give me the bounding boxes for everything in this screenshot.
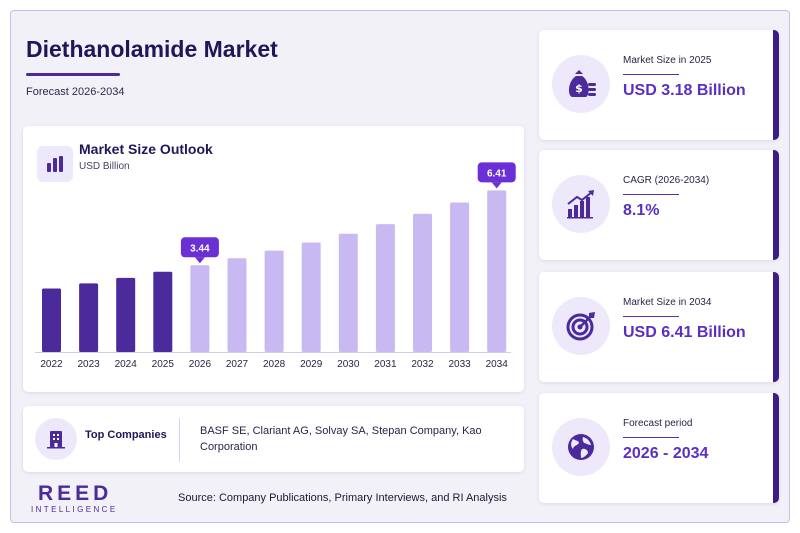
stat-card-cagr: CAGR (2026-2034) 8.1% (539, 150, 779, 260)
building-icon (35, 418, 77, 460)
page-subtitle: Forecast 2026-2034 (26, 86, 125, 98)
x-tick-label: 2023 (77, 359, 100, 370)
chart-title: Market Size Outlook (79, 141, 213, 157)
money-bag-icon: $ (552, 55, 610, 113)
bar-2030 (338, 233, 358, 352)
x-tick-label: 2034 (486, 359, 509, 370)
target-icon (552, 297, 610, 355)
globe-icon (552, 418, 610, 476)
svg-text:3.44: 3.44 (190, 243, 210, 254)
data-label-2026: 3.44 (180, 237, 219, 264)
source-note: Source: Company Publications, Primary In… (178, 492, 507, 504)
divider (179, 418, 180, 462)
stat-value: 8.1% (623, 202, 660, 219)
growth-chart-icon (552, 175, 610, 233)
chart-unit: USD Billion (79, 161, 130, 172)
stat-card-forecast-period: Forecast period 2026 - 2034 (539, 393, 779, 503)
svg-text:6.41: 6.41 (487, 168, 507, 179)
stat-divider (623, 437, 679, 438)
stat-label: Market Size in 2025 (623, 55, 712, 66)
svg-text:$: $ (575, 82, 583, 95)
stat-divider (623, 194, 679, 195)
x-tick-label: 2026 (189, 359, 212, 370)
stat-value: USD 6.41 Billion (623, 324, 746, 341)
bar-chart-icon (37, 146, 73, 182)
x-tick-label: 2032 (411, 359, 434, 370)
stat-label: Market Size in 2034 (623, 297, 712, 308)
stat-divider (623, 316, 679, 317)
stat-value: USD 3.18 Billion (623, 82, 746, 99)
data-label-2034: 6.41 (477, 162, 516, 189)
stat-label: Forecast period (623, 418, 693, 429)
bar-2026 (190, 265, 210, 352)
top-companies-label: Top Companies (85, 429, 167, 441)
title-underline (26, 73, 120, 76)
top-companies-card: Top Companies BASF SE, Clariant AG, Solv… (23, 406, 524, 472)
bar-2031 (375, 224, 395, 352)
bar-2033 (450, 202, 470, 352)
stat-value: 2026 - 2034 (623, 445, 709, 462)
x-tick-label: 2031 (374, 359, 397, 370)
bar-2023 (79, 283, 99, 352)
x-tick-label: 2029 (300, 359, 323, 370)
bar-2032 (413, 213, 432, 352)
x-tick-label: 2033 (448, 359, 471, 370)
bar-chart: 2022 2023 2024 2025 2026 2027 2028 2029 2030 2031… (35, 162, 516, 370)
bar-2028 (264, 250, 284, 352)
bar-2024 (116, 277, 136, 352)
bar-2025 (153, 271, 173, 352)
top-companies-list: BASF SE, Clariant AG, Solvay SA, Stepan … (200, 425, 482, 453)
bar-2027 (227, 258, 247, 352)
x-tick-label: 2030 (337, 359, 360, 370)
x-tick-label: 2025 (152, 359, 175, 370)
bar-2034 (487, 190, 507, 352)
stat-card-market-size-2034: Market Size in 2034 USD 6.41 Billion (539, 272, 779, 382)
page-title: Diethanolamide Market (26, 36, 278, 62)
x-tick-label: 2022 (40, 359, 63, 370)
bar-2022 (42, 288, 61, 352)
logo-tagline: INTELLIGENCE (31, 505, 118, 514)
stat-divider (623, 74, 679, 75)
logo-wordmark: REED (38, 482, 113, 505)
x-tick-label: 2027 (226, 359, 249, 370)
market-size-chart-card: 2022 2023 2024 2025 2026 2027 2028 2029 2030 2031… (23, 126, 524, 392)
stat-card-market-size-2025: $ Market Size in 2025 USD 3.18 Billion (539, 30, 779, 140)
x-tick-label: 2028 (263, 359, 286, 370)
bar-2029 (301, 242, 321, 352)
x-tick-label: 2024 (115, 359, 138, 370)
stat-label: CAGR (2026-2034) (623, 175, 710, 186)
